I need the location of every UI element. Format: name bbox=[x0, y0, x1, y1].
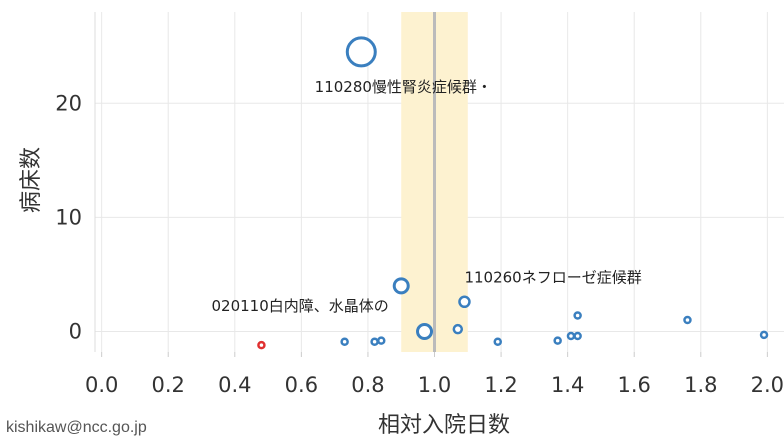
reference-band-layer bbox=[401, 12, 468, 352]
x-tick-label: 2.0 bbox=[751, 373, 784, 397]
data-points bbox=[257, 36, 769, 350]
x-tick-label: 1.8 bbox=[684, 373, 717, 397]
y-tick-label: 20 bbox=[55, 91, 82, 115]
y-tick-label: 10 bbox=[55, 205, 82, 229]
data-point bbox=[553, 336, 562, 345]
x-tick-label: 1.4 bbox=[551, 373, 584, 397]
x-tick-label: 1.6 bbox=[618, 373, 651, 397]
data-point bbox=[340, 337, 349, 346]
x-axis-title: 相対入院日数 bbox=[378, 413, 510, 438]
data-point bbox=[416, 322, 434, 340]
x-tick-label: 0.8 bbox=[351, 373, 384, 397]
data-point bbox=[377, 336, 386, 345]
highlighted-data-point bbox=[257, 340, 266, 350]
y-axis-title: 病床数 bbox=[19, 147, 44, 213]
x-tick-label: 0.0 bbox=[85, 373, 118, 397]
x-tick-label: 1.2 bbox=[484, 373, 517, 397]
credit-text: kishikaw@ncc.go.jp bbox=[6, 419, 147, 436]
x-tick-label: 0.6 bbox=[285, 373, 318, 397]
data-point bbox=[573, 331, 582, 341]
y-tick-labels: 0 10 20 bbox=[55, 91, 82, 343]
point-annotation: 110260ネフローゼ症候群 bbox=[464, 268, 641, 286]
data-point bbox=[458, 295, 471, 309]
point-annotation: 020110白内障、水晶体の bbox=[211, 297, 388, 315]
data-point bbox=[566, 331, 576, 341]
x-tick-label: 0.4 bbox=[218, 373, 251, 397]
data-point bbox=[573, 311, 582, 320]
data-point bbox=[370, 337, 379, 346]
data-point bbox=[452, 323, 464, 335]
x-tick-label: 0.2 bbox=[152, 373, 185, 397]
annotations: 110280慢性腎炎症候群・ 110260ネフローゼ症候群 020110白内障、水晶… bbox=[211, 78, 641, 315]
x-tick-labels: 0.0 0.2 0.4 0.6 0.8 1.0 1.2 1.4 1.6 1.8 2.0 bbox=[85, 373, 784, 397]
data-point bbox=[683, 315, 692, 325]
data-point bbox=[493, 337, 502, 346]
point-annotation: 110280慢性腎炎症候群・ bbox=[315, 78, 492, 96]
data-point bbox=[392, 277, 410, 295]
y-tick-label: 0 bbox=[69, 319, 82, 343]
data-point bbox=[345, 36, 377, 68]
data-point bbox=[759, 330, 769, 340]
x-tick-label: 1.0 bbox=[418, 373, 451, 397]
